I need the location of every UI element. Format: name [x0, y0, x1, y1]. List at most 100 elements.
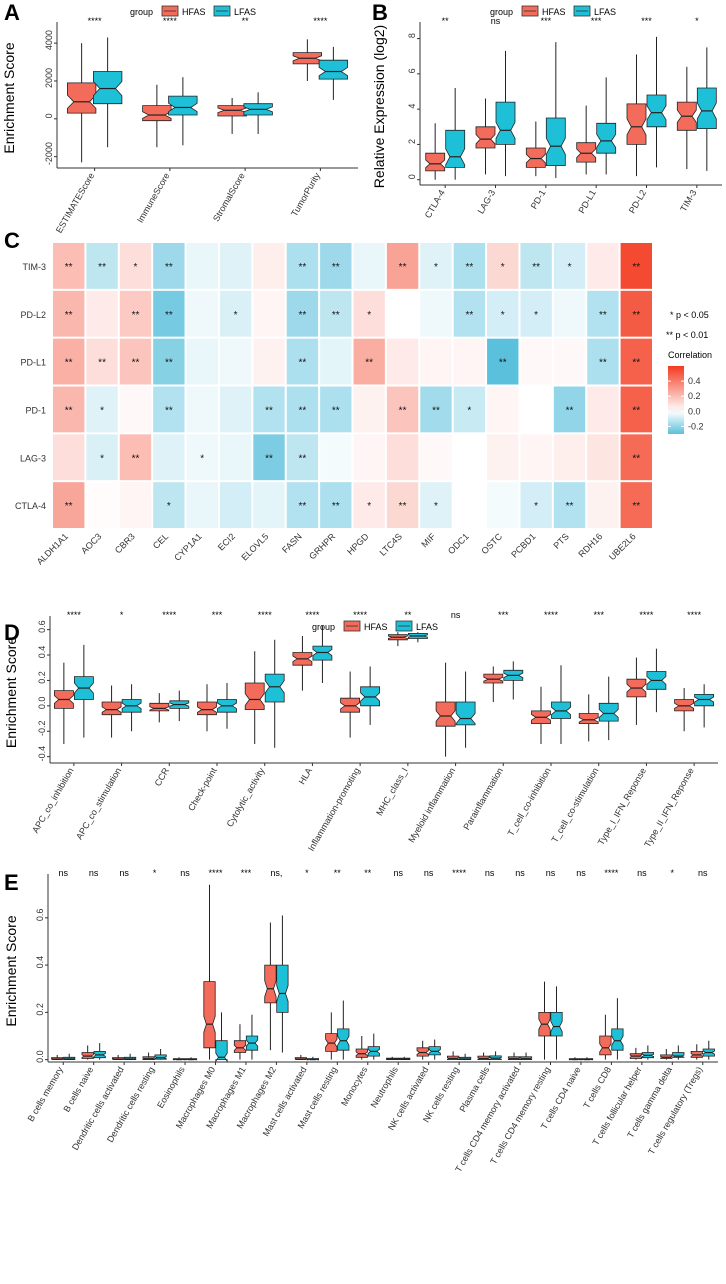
panel-letter-e: E [4, 870, 19, 895]
heatmap-cell [553, 338, 586, 385]
box-lfas [93, 71, 123, 105]
colorbar-tick-label: 0.4 [688, 376, 701, 386]
heatmap-cell [353, 243, 385, 289]
heatmap-cell [153, 386, 185, 433]
significance-label: ns [58, 868, 68, 878]
heatmap-cell [286, 386, 319, 433]
heatmap-star: ** [632, 262, 640, 273]
y-tick-label: -0.4 [37, 746, 47, 762]
legend-label-lfas: LFAS [234, 7, 256, 17]
heatmap-col-label: PTS [551, 531, 570, 550]
heatmap-cell [153, 290, 185, 337]
heatmap-cell [53, 434, 85, 481]
heatmap-row-label: TIM-3 [23, 262, 47, 272]
box-lfas [646, 94, 667, 128]
box-lfas [264, 673, 285, 703]
significance-label: *** [593, 610, 604, 620]
significance-label: ** [364, 868, 372, 878]
significance-label: *** [241, 868, 252, 878]
heatmap-cell [119, 482, 152, 528]
box-lfas [455, 701, 476, 726]
significance-label: * [120, 610, 124, 620]
box-lfas [168, 95, 198, 116]
heatmap-col-label: OSTC [479, 531, 504, 556]
box-hfas [67, 82, 97, 114]
heatmap-cell [219, 434, 252, 481]
significance-label: ns [491, 16, 501, 26]
panel-letter-b: B [372, 0, 388, 25]
heatmap-row-label: PD-L2 [20, 310, 46, 320]
y-axis-label: Enrichment Score [1, 42, 17, 153]
y-tick-label: 4 [407, 104, 417, 109]
heatmap-cell [119, 434, 152, 481]
y-tick-label: 0 [407, 174, 417, 179]
significance-label: * [153, 868, 157, 878]
heatmap-cell [86, 482, 118, 528]
heatmap-star: ** [165, 262, 173, 273]
significance-label: *** [591, 16, 602, 26]
box-hfas [483, 673, 504, 684]
box-hfas [264, 964, 277, 1004]
y-tick-label: 6 [407, 68, 417, 73]
x-tick-label: B cells memory [26, 1065, 66, 1124]
significance-label: ns [424, 868, 434, 878]
colorbar [668, 366, 684, 434]
box-hfas [626, 103, 647, 145]
heatmap-star: ** [499, 358, 507, 369]
significance-label: ns [637, 868, 647, 878]
x-tick-label: StromalScore [211, 171, 247, 223]
box-lfas [276, 964, 289, 1013]
heatmap-star: ** [65, 262, 73, 273]
panel-a: A -2000 0 2000 4000 Enrichment Score ESTIMATES… [1, 0, 358, 235]
heatmap-star: * [534, 501, 538, 512]
box-lfas [154, 1054, 167, 1060]
x-tick-label: APC_co_inhibition [30, 766, 75, 835]
x-tick-label: Myeloid inflammation [406, 766, 457, 844]
heatmap-col-label: ECI2 [216, 531, 237, 552]
heatmap-cell [286, 243, 319, 289]
heatmap-col-label: LTC4S [378, 531, 404, 557]
panel-letter-a: A [4, 0, 20, 25]
heatmap-cell [86, 386, 118, 433]
heatmap-cell [153, 338, 185, 385]
x-tick-label: CCR [153, 766, 172, 788]
heatmap-cell [186, 434, 218, 481]
heatmap-cell [353, 290, 385, 337]
y-tick-label: 0.2 [35, 1003, 45, 1016]
heatmap-cell [119, 290, 152, 337]
y-tick-label: 2 [407, 139, 417, 144]
heatmap-col-label: RDH16 [576, 531, 604, 559]
heatmap-col-label: CEL [151, 531, 170, 550]
heatmap-cell [620, 434, 652, 481]
heatmap-col-label: PCBD1 [509, 531, 537, 559]
x-tick-label: APC_co_stimulation [74, 766, 123, 841]
heatmap-star: * [534, 310, 538, 321]
heatmap-cell [386, 482, 419, 528]
heatmap-cell [553, 434, 586, 481]
box-hfas [674, 699, 694, 712]
significance-label: ns [180, 868, 190, 878]
heatmap-star: * [134, 262, 138, 273]
heatmap-star: ** [465, 262, 473, 273]
heatmap-cell [320, 482, 352, 528]
heatmap-star: ** [65, 310, 73, 321]
heatmap-cell [320, 243, 352, 289]
significance-label: **** [305, 610, 320, 620]
heatmap-star: ** [332, 405, 340, 416]
heatmap-cell [53, 338, 85, 385]
box-hfas [578, 713, 599, 724]
heatmap-star: ** [332, 501, 340, 512]
x-tick-label: PD-L2 [627, 188, 648, 215]
heatmap-cell [286, 290, 319, 337]
heatmap-cell [219, 482, 252, 528]
heatmap-cell [53, 482, 85, 528]
significance-label: ns [576, 868, 586, 878]
significance-label: * [695, 16, 699, 26]
heatmap-cell [587, 482, 619, 528]
heatmap-star: ** [265, 405, 273, 416]
heatmap-cell [353, 482, 385, 528]
heatmap-cell [186, 290, 218, 337]
heatmap-col-label: CBR3 [113, 531, 137, 555]
heatmap-cell [587, 434, 619, 481]
